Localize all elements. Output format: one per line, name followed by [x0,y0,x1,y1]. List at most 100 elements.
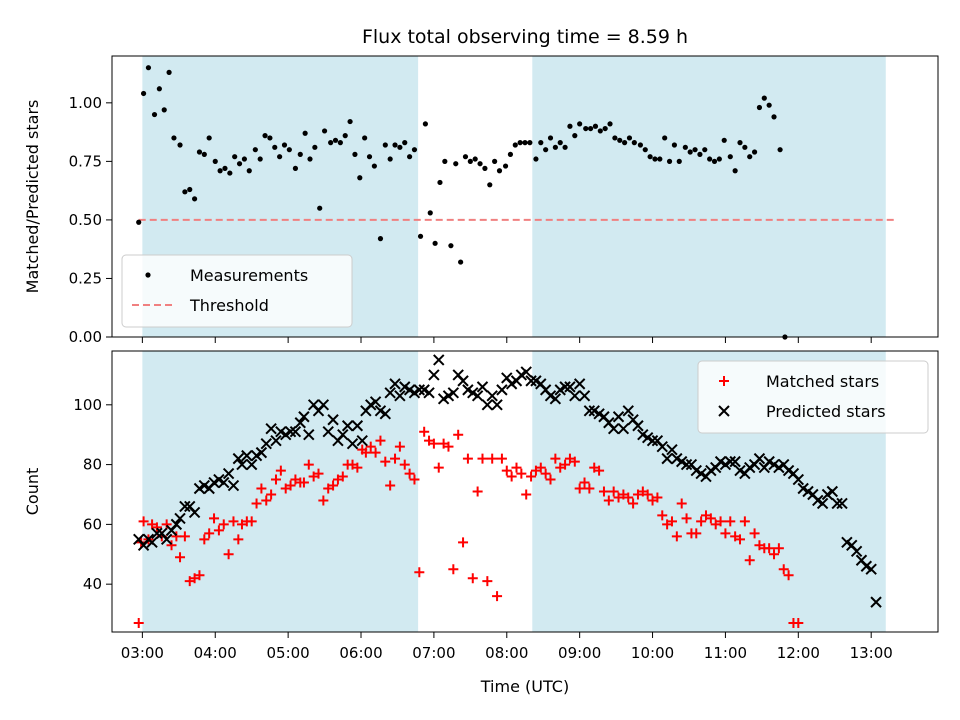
panel-bottom: 40 60 80 100 03:00 04:00 05:00 06:00 07:00 08:00 0… [23,350,939,662]
point [492,591,503,602]
point [583,125,589,132]
point [432,240,438,246]
point [312,144,318,150]
point [352,462,363,473]
legend-label: Predicted stars [766,402,886,421]
point [481,399,494,411]
point [297,151,303,157]
point [617,423,630,435]
point [390,453,401,464]
point [666,516,677,527]
point [411,147,418,153]
point [313,468,324,479]
point [522,140,528,146]
point [427,210,433,216]
point [151,111,158,118]
point [696,516,707,527]
point [270,434,282,447]
point [725,516,736,527]
y-tick-label: 100 [73,396,102,414]
point [285,480,296,491]
point [666,158,673,164]
point [496,453,507,464]
point [751,149,758,155]
point [573,378,586,390]
point [816,497,829,510]
point [187,186,193,193]
series-matched-stars [133,426,804,629]
point [409,474,420,485]
point [516,468,527,479]
point [245,458,258,471]
point [166,69,172,75]
point [218,519,229,530]
point [543,147,549,153]
point [572,133,578,139]
point [351,420,364,432]
point [346,437,359,450]
point [521,489,532,500]
point [399,459,410,470]
point [453,161,459,167]
point [177,142,183,148]
point [170,518,183,531]
point [369,396,382,408]
point [136,219,142,225]
point [567,123,573,129]
point [328,140,334,146]
point [232,452,245,465]
point [622,405,634,417]
point [598,486,609,497]
point [318,495,329,506]
point [671,531,682,542]
point [487,182,493,188]
point [385,480,396,491]
point [687,149,693,155]
y-tick-label: 0.25 [69,269,102,287]
point [384,387,396,399]
point [375,435,386,446]
point [151,527,163,540]
point [397,144,403,150]
point [472,156,478,162]
point [394,441,405,452]
point [337,140,343,146]
point [642,147,648,153]
legend-top: Measurements Threshold [121,254,353,328]
point [428,438,439,449]
point [577,121,583,127]
point [578,390,591,402]
point [517,140,523,146]
x-tick-label: 10:00 [631,644,674,662]
point [328,480,339,491]
point [749,528,760,539]
point [642,489,653,500]
point [458,259,464,265]
series-measurements [136,65,788,340]
point [652,492,663,503]
point [442,158,448,164]
y-tick-label: 0.75 [69,152,102,170]
x-tick-label: 05:00 [267,644,310,662]
point [227,479,240,492]
point [448,243,454,249]
point [437,179,443,186]
point [352,151,358,157]
point [251,498,262,509]
point [222,165,228,171]
point [327,414,339,426]
point [744,555,755,566]
point [270,474,281,485]
point [236,458,248,471]
point [735,534,746,545]
point [428,369,440,381]
point [564,381,576,393]
point [492,158,498,164]
point [201,151,207,157]
point [592,123,599,129]
point [594,465,605,476]
point [443,441,454,452]
point [476,381,489,393]
point [206,135,212,141]
point [256,483,267,494]
